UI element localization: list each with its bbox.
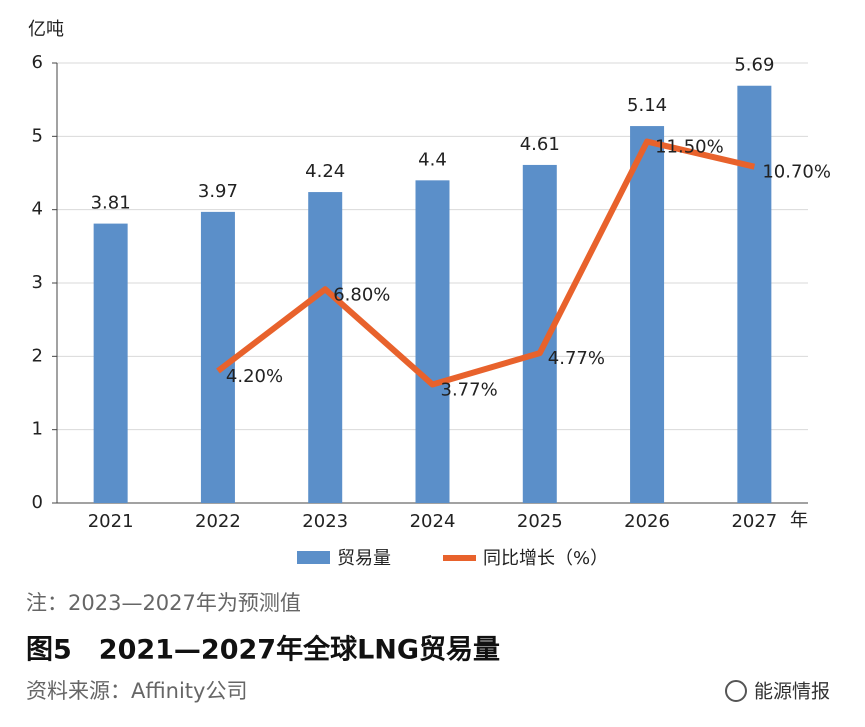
source: 资料来源：Affinity公司 [26, 679, 247, 703]
bar-value-label: 5.14 [627, 95, 667, 116]
bar-value-label: 5.69 [734, 55, 774, 76]
x-tick-label: 2027 [731, 511, 777, 532]
x-tick-label: 2026 [624, 511, 670, 532]
bar [308, 192, 343, 504]
y-tick-label: 2 [32, 345, 43, 366]
y-tick-label: 3 [32, 272, 43, 293]
x-tick-label: 2023 [302, 511, 348, 532]
watermark-icon [725, 680, 747, 702]
bar [630, 126, 665, 504]
x-tick-label: 2022 [195, 511, 241, 532]
bar [200, 211, 235, 503]
y-axis-label: 亿吨 [28, 19, 64, 40]
y-tick-label: 5 [32, 125, 43, 146]
watermark: 能源情报 [754, 681, 830, 703]
line-value-label: 10.70% [762, 162, 831, 183]
x-tick-label: 2025 [517, 511, 563, 532]
bar-value-label: 3.97 [198, 181, 238, 202]
line-value-label: 3.77% [441, 380, 498, 401]
x-tick-label: 2021 [88, 511, 134, 532]
figure-title: 图5 2021—2027年全球LNG贸易量 [26, 634, 500, 666]
line-value-label: 11.50% [655, 137, 724, 158]
x-axis-label: 年 [790, 510, 808, 531]
y-tick-label: 1 [32, 419, 43, 440]
y-tick-label: 6 [32, 52, 43, 73]
note: 注：2023—2027年为预测值 [26, 591, 301, 615]
bar [415, 180, 450, 504]
line-value-label: 4.77% [548, 348, 605, 369]
bar-value-label: 4.61 [520, 134, 560, 155]
line-value-label: 6.80% [333, 284, 390, 305]
y-tick-label: 4 [32, 199, 43, 220]
y-tick-label: 0 [32, 492, 43, 513]
line-value-label: 4.20% [226, 366, 283, 387]
bar-value-label: 3.81 [91, 193, 131, 214]
bar-value-label: 4.4 [418, 149, 447, 170]
bar [93, 223, 128, 503]
legend-label: 贸易量 [337, 548, 391, 569]
x-tick-label: 2024 [410, 511, 456, 532]
line [216, 138, 756, 388]
legend-swatch [297, 551, 330, 564]
legend-label: 同比增长（%） [483, 548, 608, 569]
bar [737, 85, 772, 503]
bar-value-label: 4.24 [305, 161, 345, 182]
